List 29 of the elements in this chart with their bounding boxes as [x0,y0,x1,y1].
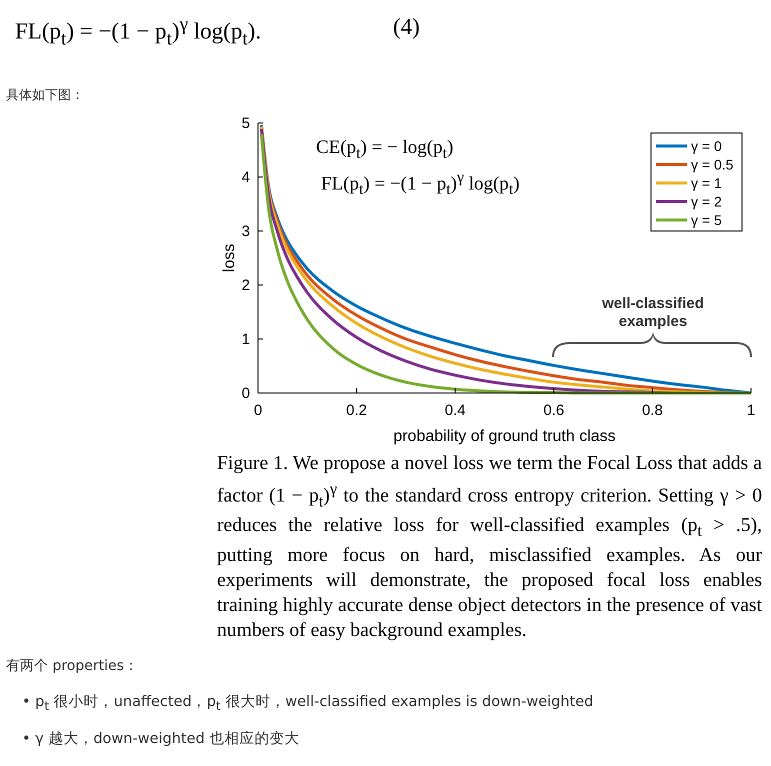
x-tick-label: 0.8 [642,402,663,419]
text: (4) [393,14,420,40]
text: 具体如下图： [6,87,84,104]
text: • γ 越大，down-weighted 也相应的变大 [22,730,300,749]
legend-label: γ = 0 [691,138,722,154]
y-tick-label: 0 [242,385,250,402]
y-tick-label: 5 [242,115,250,132]
x-tick-label: 0.6 [543,402,564,419]
y-tick-label: 1 [242,331,250,348]
x-tick-label: 0 [254,402,262,419]
text: FL(p$_{t}$) = −(1 − p$_{t}$)$^{γ}$ log(p$_{t}$) [321,169,520,198]
x-axis-title: probability of ground truth class [393,428,616,445]
legend-label: γ = 5 [691,212,722,228]
y-tick-label: 3 [242,223,250,240]
legend-label: γ = 2 [691,194,722,210]
x-tick-label: 0.2 [346,402,368,419]
text: 有两个 properties： [6,657,138,675]
legend-label: γ = 0.5 [691,156,734,172]
text: Figure 1. We propose a novel loss we term the Focal Loss that adds a factor (1 − p$_{t}$)$^{γ}$ to the standard cross entropy criterion. Setting γ > 0 reduces the relative loss for well-classified examples (p$_{t}$ > .5), putting more focus on hard, misclassified examples. As our experiments will demonstrate, the proposed focal loss enables training highly accurate dense object detectors in the presence of vast numbers of easy background examples. [217,453,762,642]
y-tick-label: 2 [242,277,250,294]
y-axis-title: loss [221,244,238,272]
annotation: well-classified examples [601,295,704,330]
y-tick-label: 4 [242,169,250,186]
x-tick-label: 0.4 [444,402,466,419]
x-tick-label: 1 [746,402,756,419]
legend-label: γ = 1 [691,175,722,191]
text: FL(p$_{t}$) = −(1 − p$_{t}$)$^{γ}$ log(p$_{t}$). [15,14,262,50]
annotation: CE(p$_{t}$) = − log(p$_{t}$) [316,137,454,163]
text: • p$_{t}$ 很小时，unaffected，p$_{t}$ 很大时，well-classified examples is down-weighted [22,693,594,715]
